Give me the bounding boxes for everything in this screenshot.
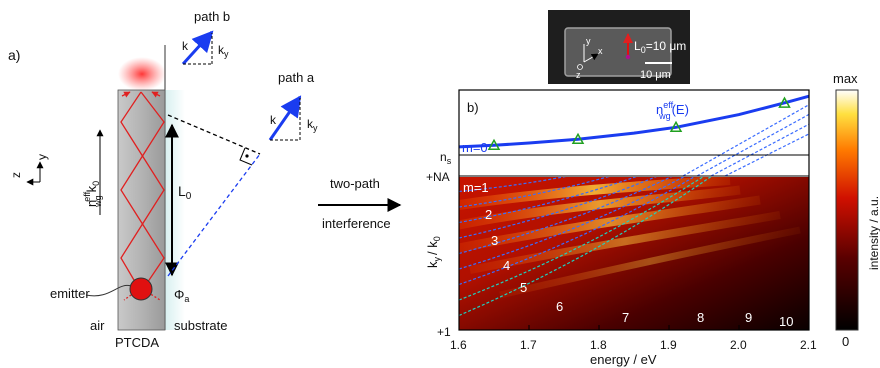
x-tick-label: 1.9: [660, 338, 677, 352]
path-a-vector: path a k ky: [268, 70, 318, 141]
x-axis-label: energy / eV: [590, 352, 657, 367]
axis-z-label: z: [9, 172, 23, 178]
neff-k0-label: neffwgk0: [82, 181, 103, 208]
mode-label: m=1: [463, 180, 489, 195]
mode-label: 3: [491, 233, 498, 248]
mode-label: 10: [779, 314, 793, 329]
path-b-ky: ky: [218, 43, 229, 59]
panel-b-label: b): [467, 100, 479, 115]
path-b-vector: path b k ky: [181, 9, 230, 66]
marker-triangle: [778, 96, 791, 108]
inset-axis-x: x: [598, 46, 603, 56]
path-a-ray-blue: [167, 153, 261, 277]
mode-label: 5: [520, 280, 527, 295]
x-tick-label: 1.7: [520, 338, 537, 352]
l0-label: L0: [178, 183, 192, 202]
mode-label: 6: [556, 299, 563, 314]
inset-axis-y: y: [586, 36, 591, 46]
inset-l0: L0=10 μm: [634, 39, 686, 55]
mode-line: [459, 177, 673, 255]
material-label: PTCDA: [115, 335, 159, 350]
marker-triangle: [571, 132, 585, 145]
path-b-label: path b: [194, 9, 230, 24]
ytick-plus1: +1: [437, 325, 451, 339]
waveguide-curve: [458, 94, 810, 149]
mode-label: 8: [697, 310, 704, 325]
mode-label: 9: [745, 310, 752, 325]
far-field-glow: [118, 57, 166, 91]
middle-line2: interference: [322, 216, 391, 231]
mode-line: [459, 177, 712, 317]
neff-curve-label: neff wg(E): [656, 100, 689, 121]
x-tick-label: 2.0: [730, 338, 747, 352]
mode-label: 7: [622, 310, 629, 325]
mode-labels: m=1 2 345 6 7 8 9 10: [463, 180, 793, 329]
right-angle-dot: [245, 154, 249, 158]
x-tick-label: 2.1: [800, 338, 817, 352]
plot-frame: [458, 89, 810, 331]
upper-region: [458, 94, 810, 177]
colorbar-max: max: [833, 71, 858, 86]
x-tick-label: 1.8: [590, 338, 607, 352]
colorbar-label: intensity / a.u.: [867, 196, 880, 270]
ytick-na: +NA: [426, 170, 450, 184]
inset-scale: 10 μm: [640, 69, 671, 81]
mode-line-upper: [710, 123, 810, 177]
intensity-bands: [459, 177, 801, 299]
mode-lines: [459, 96, 809, 317]
panel-a-label: a): [8, 47, 20, 63]
mode-line-upper: [682, 104, 810, 177]
substrate-label: substrate: [174, 318, 227, 333]
microscope-inset: L0=10 μm 10 μm y x z: [548, 10, 690, 84]
path-b-k: k: [182, 39, 189, 53]
mode-line: [459, 177, 685, 270]
path-a-k: k: [270, 113, 277, 127]
y-axis-label: ky/ k0: [425, 236, 442, 268]
inset-axis-z: z: [576, 70, 581, 80]
mode-line-upper: [696, 113, 810, 177]
air-label: air: [90, 318, 105, 333]
mode-line: [459, 177, 657, 239]
mode-line: [459, 96, 809, 176]
ytick-ns: ns: [440, 150, 452, 166]
internal-ray-paths: [120, 91, 165, 301]
mode-line: [459, 177, 695, 286]
mode-line: [459, 177, 637, 224]
x-ticks: 1.6 1.7 1.8 1.9 2.0 2.1: [450, 325, 817, 352]
axes-zy: z y: [9, 154, 49, 186]
emitter-pointer: [85, 284, 132, 297]
panel-a: a) emitter L0 Φa air substrate PTCDA: [8, 9, 318, 350]
marker-triangle: [487, 138, 501, 151]
phi-label: Φa: [174, 287, 189, 304]
colorbar-min: 0: [842, 334, 849, 349]
emitter-dot: [129, 277, 153, 301]
path-a-ray-black: [167, 114, 261, 155]
dispersion-chart: b) m=0 neff wg(E) ns +NA +1 ky/ k0 1.6 1.7…: [425, 89, 817, 367]
path-a-label: path a: [278, 70, 315, 85]
mode-0-label: m=0: [462, 140, 488, 155]
emitter-label: emitter: [50, 286, 90, 301]
path-a-ky: ky: [307, 117, 318, 133]
axis-y-label: y: [35, 154, 49, 160]
right-angle-mark: [239, 147, 253, 166]
marker-triangle: [669, 120, 683, 133]
mode-label: 4: [503, 258, 510, 273]
two-path-interference: two-path interference: [318, 176, 402, 231]
middle-line1: two-path: [330, 176, 380, 191]
colorbar: max 0 intensity / a.u.: [833, 71, 880, 349]
x-tick-label: 1.6: [450, 338, 467, 352]
mode-label: 2: [485, 207, 492, 222]
